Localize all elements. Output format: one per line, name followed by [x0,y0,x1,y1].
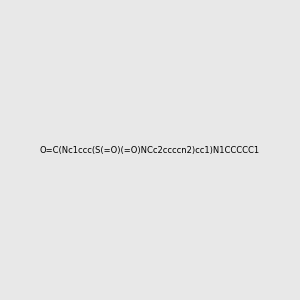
Text: O=C(Nc1ccc(S(=O)(=O)NCc2ccccn2)cc1)N1CCCCC1: O=C(Nc1ccc(S(=O)(=O)NCc2ccccn2)cc1)N1CCC… [40,146,260,154]
